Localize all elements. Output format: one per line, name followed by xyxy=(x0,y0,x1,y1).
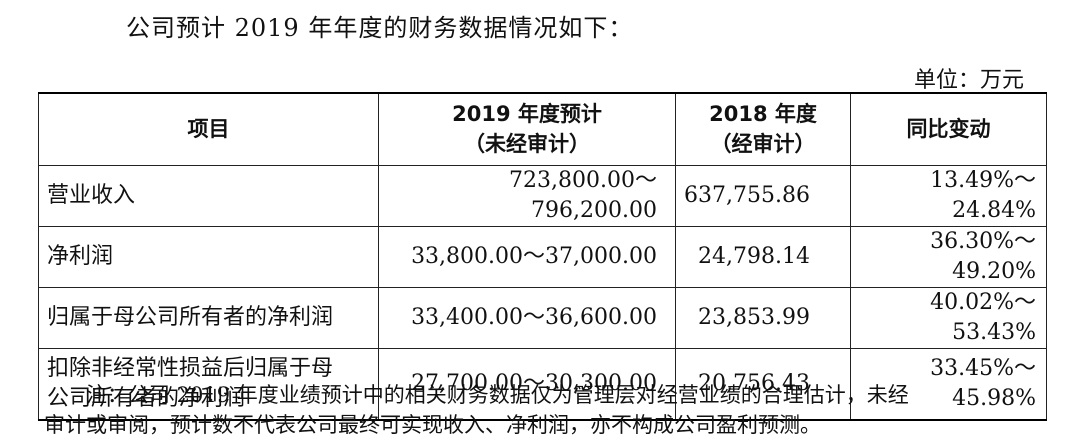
footnote: 注：公司 2019 年度业绩预计中的相关财务数据仅为管理层对经营业绩的合理估计，… xyxy=(44,380,1034,440)
row-forecast-2019: 33,800.00～37,000.00 xyxy=(378,225,676,288)
table-row: 净利润 33,800.00～37,000.00 24,798.14 36.30%… xyxy=(38,225,1047,288)
row-item: 扣除非经常性损益后归属于母 公司所有者的净利润 xyxy=(38,347,379,421)
table-row: 归属于母公司所有者的净利润 33,400.00～36,600.00 23,853… xyxy=(38,286,1047,349)
header-2018-actual-line2: （经审计） xyxy=(710,132,816,157)
row-yoy: 13.49%～24.84% xyxy=(850,164,1047,227)
row-actual-2018: 637,755.86 xyxy=(675,164,851,227)
header-item-label: 项目 xyxy=(187,117,230,142)
row-item-line2: 公司所有者的净利润 xyxy=(47,385,246,411)
unit-label: 单位：万元 xyxy=(913,68,1024,93)
row-actual-2018: 23,853.99 xyxy=(675,286,851,349)
row-item: 归属于母公司所有者的净利润 xyxy=(38,286,379,349)
header-2019-forecast: 2019 年度预计 （未经审计） xyxy=(378,92,676,166)
row-yoy: 40.02%～53.43% xyxy=(850,286,1047,349)
row-actual-2018: 24,798.14 xyxy=(675,225,851,288)
footnote-line2: 审计或审阅，预计数不代表公司最终可实现收入、净利润，亦不构成公司盈利预测。 xyxy=(44,413,821,437)
row-forecast-2019: 27,700.00～30,300.00 xyxy=(378,347,676,421)
row-item-line1: 扣除非经常性损益后归属于母 xyxy=(47,355,334,381)
table-row: 营业收入 723,800.00～796,200.00 637,755.86 13… xyxy=(38,164,1047,227)
header-2018-actual-line1: 2018 年度 xyxy=(709,102,817,127)
table-header-row: 项目 2019 年度预计 （未经审计） 2018 年度 （经审计） 同比变动 xyxy=(38,92,1047,166)
row-yoy: 33.45%～45.98% xyxy=(850,347,1047,421)
intro-text: 公司预计 2019 年年度的财务数据情况如下： xyxy=(126,14,634,42)
header-2019-forecast-line1: 2019 年度预计 xyxy=(452,102,602,127)
financial-data-table: 项目 2019 年度预计 （未经审计） 2018 年度 （经审计） 同比变动 营… xyxy=(38,92,1047,421)
footnote-line1: 注：公司 2019 年度业绩预计中的相关财务数据仅为管理层对经营业绩的合理估计，… xyxy=(86,383,909,407)
row-item: 营业收入 xyxy=(38,164,379,227)
header-yoy-change: 同比变动 xyxy=(850,92,1047,166)
row-forecast-2019: 723,800.00～796,200.00 xyxy=(378,164,676,227)
header-2018-actual: 2018 年度 （经审计） xyxy=(675,92,851,166)
row-actual-2018: 20,756.43 xyxy=(675,347,851,421)
table-row: 扣除非经常性损益后归属于母 公司所有者的净利润 27,700.00～30,300… xyxy=(38,347,1047,421)
header-yoy-change-label: 同比变动 xyxy=(906,117,991,142)
row-yoy: 36.30%～49.20% xyxy=(850,225,1047,288)
header-2019-forecast-line2: （未经审计） xyxy=(464,132,590,157)
row-item: 净利润 xyxy=(38,225,379,288)
header-item: 项目 xyxy=(38,92,379,166)
row-forecast-2019: 33,400.00～36,600.00 xyxy=(378,286,676,349)
